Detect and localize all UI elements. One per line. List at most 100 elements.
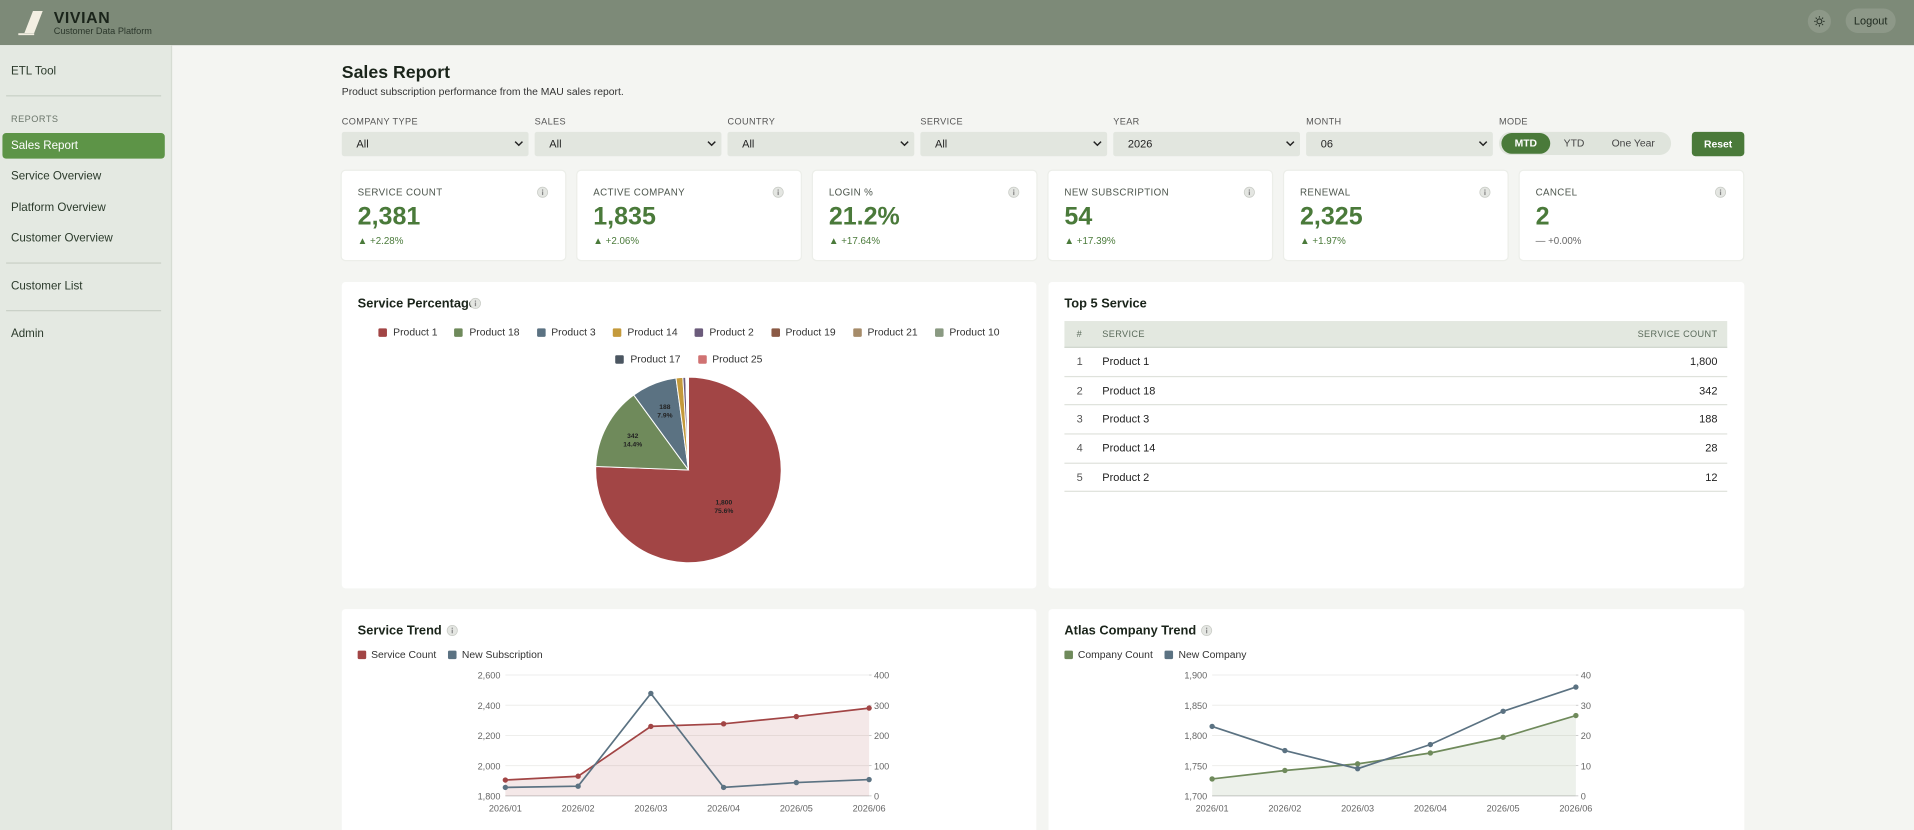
chart-title: Service Trend	[357, 623, 442, 639]
info-icon	[1243, 186, 1255, 198]
sidebar-section: REPORTS	[10, 113, 59, 125]
table-row: 2 Product 18 342	[1064, 377, 1728, 406]
y2-tick-label: 400	[874, 671, 889, 681]
info-dot	[777, 189, 779, 191]
sidebar-item[interactable]: Sales Report	[2, 133, 165, 159]
info-bar	[541, 191, 544, 196]
sidebar-item[interactable]: Customer List	[10, 279, 83, 293]
y2-tick-label: 40	[1581, 671, 1591, 681]
line	[1211, 686, 1577, 770]
legend-item: New Company	[1165, 647, 1247, 662]
mode-option[interactable]: One Year	[1611, 136, 1655, 149]
mode-option[interactable]: MTD	[1501, 133, 1551, 154]
reset-button[interactable]: Reset	[1691, 131, 1745, 157]
table-cell: Product 2	[1102, 470, 1150, 484]
filter-label: COMPANY TYPE	[341, 115, 418, 127]
legend-text: Product 17	[630, 352, 681, 365]
table-row: 3 Product 3 188	[1064, 406, 1728, 435]
info-icon	[1201, 624, 1213, 636]
filter-select[interactable]: All	[534, 131, 722, 157]
legend: Product 1 Product 18 Product 3 Product 14 Pr…	[342, 321, 1037, 370]
legend-item: Product 10	[934, 321, 1000, 343]
info-bar	[777, 191, 779, 196]
y2-tick-label: 10	[1581, 761, 1591, 771]
legend-swatch	[378, 327, 388, 337]
kpi-card: ACTIVE COMPANY 1,835 ▲ +2.06%	[577, 170, 801, 261]
line-chart: 1,800 2,000 2,200 2,400 2,600 0 100 200 300 400 20…	[478, 671, 890, 814]
chevron	[1286, 141, 1295, 147]
logout-button[interactable]: Logout	[1845, 8, 1896, 33]
info-bar	[1248, 191, 1250, 196]
chevron-path	[1286, 141, 1295, 147]
info-bar	[1206, 629, 1208, 634]
legend-swatch	[1165, 650, 1174, 659]
info-dot	[541, 189, 544, 191]
legend-text: Product 10	[949, 325, 1000, 339]
point	[1573, 684, 1579, 690]
kpi-label: LOGIN %	[828, 186, 874, 198]
legend: Company Count New Company	[1064, 647, 1258, 662]
sidebar-item[interactable]: Customer Overview	[10, 231, 113, 246]
legend-swatch	[612, 327, 622, 337]
info-dot	[1206, 627, 1208, 629]
kpi-change: ▲ +17.64%	[828, 235, 881, 247]
point	[502, 784, 509, 791]
kpi-value: 2	[1535, 202, 1550, 231]
x-tick-label: 2026/02	[1268, 804, 1301, 814]
line	[505, 707, 870, 781]
mode-option[interactable]: YTD	[1563, 136, 1585, 149]
sidebar-item[interactable]: ETL Tool	[10, 64, 57, 79]
slice-value-label: 342	[627, 433, 638, 440]
kpi-card: LOGIN % 21.2% ▲ +17.64%	[812, 170, 1037, 261]
kpi-card: NEW SUBSCRIPTION 54 ▲ +17.39%	[1048, 170, 1272, 261]
y-tick-label: 1,800	[1184, 731, 1207, 741]
kpi-value: 2,381	[357, 202, 421, 231]
filter-label: YEAR	[1113, 115, 1140, 127]
y2-tick-label: 30	[1581, 701, 1591, 711]
filter-select[interactable]: All	[920, 131, 1108, 157]
kpi-label: SERVICE COUNT	[357, 186, 443, 198]
kpi-label: NEW SUBSCRIPTION	[1064, 186, 1170, 198]
filter-select[interactable]: 2026	[1113, 131, 1301, 157]
y-tick-label: 1,900	[1184, 671, 1207, 681]
sidebar-item[interactable]: Admin	[10, 327, 44, 341]
legend-item: Product 3	[536, 321, 596, 343]
y2-tick-label: 20	[1581, 731, 1591, 741]
info-icon	[537, 186, 549, 198]
legend-swatch	[694, 327, 704, 337]
table-cell: 1	[1076, 355, 1083, 368]
chevron-path	[1478, 141, 1488, 147]
filter-select[interactable]: All	[727, 131, 915, 157]
filter-select[interactable]: 06	[1306, 131, 1493, 157]
chevron-path	[900, 141, 909, 147]
table-cell: 5	[1076, 470, 1083, 484]
sidebar-divider	[6, 262, 162, 264]
point	[720, 721, 727, 727]
filter-select[interactable]: All	[341, 131, 529, 157]
chart-title: Service Percentage	[357, 296, 476, 312]
info-bar	[451, 629, 453, 634]
table-row: 4 Product 14 28	[1064, 435, 1728, 464]
point	[1573, 712, 1579, 719]
point	[1500, 734, 1506, 740]
column-header: #	[1076, 328, 1083, 340]
point	[1209, 776, 1215, 782]
point	[1427, 750, 1434, 756]
theme-toggle[interactable]	[1807, 9, 1831, 33]
legend-text: Product 21	[867, 325, 918, 339]
info-bar	[1484, 191, 1486, 196]
table-cell: Product 3	[1102, 413, 1150, 426]
sidebar-item[interactable]: Service Overview	[10, 169, 102, 184]
legend-swatch	[357, 650, 367, 659]
point	[866, 705, 872, 711]
tagline: Customer Data Platform	[53, 25, 152, 37]
header: VIVIAN Customer Data Platform Logout	[0, 0, 1914, 46]
table-title: Top 5 Service	[1064, 296, 1147, 312]
table-header: # SERVICE SERVICE COUNT	[1064, 321, 1728, 348]
filter-label: SALES	[534, 115, 567, 127]
legend-item: New Subscription	[448, 647, 543, 662]
sidebar-item[interactable]: Platform Overview	[10, 201, 106, 215]
table-cell: 342	[1699, 384, 1718, 397]
point	[720, 784, 727, 791]
info-dot	[1013, 189, 1015, 191]
